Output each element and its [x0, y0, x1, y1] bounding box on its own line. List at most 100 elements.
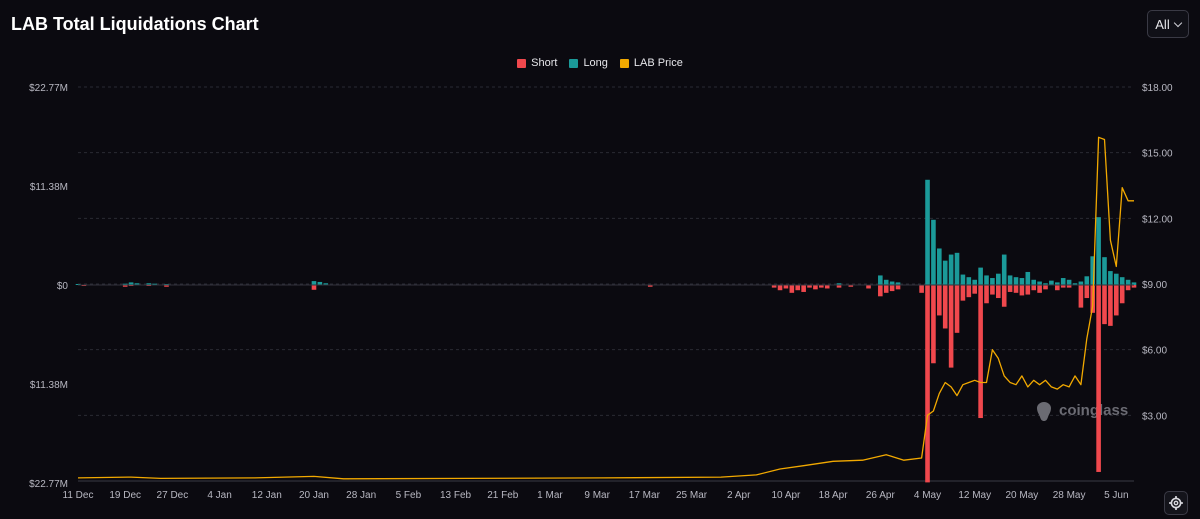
short-bar[interactable]	[1125, 285, 1131, 291]
short-bar[interactable]	[889, 285, 895, 292]
long-bar[interactable]	[960, 274, 966, 285]
short-bar[interactable]	[1078, 285, 1084, 308]
short-bar[interactable]	[311, 285, 317, 290]
short-bar[interactable]	[1031, 285, 1037, 291]
short-bar[interactable]	[919, 285, 924, 293]
long-bar[interactable]	[836, 283, 842, 285]
short-bar[interactable]	[966, 285, 972, 298]
long-bar[interactable]	[311, 281, 317, 285]
short-bar[interactable]	[795, 285, 801, 291]
price-line[interactable]	[77, 136, 1134, 480]
short-bar[interactable]	[836, 285, 842, 288]
long-bar[interactable]	[152, 283, 157, 285]
short-bar[interactable]	[848, 285, 854, 287]
short-bar[interactable]	[984, 285, 989, 304]
short-bar[interactable]	[1019, 285, 1025, 296]
long-bar[interactable]	[122, 283, 128, 285]
long-bar[interactable]	[925, 179, 930, 285]
short-bar[interactable]	[931, 285, 936, 364]
short-bar[interactable]	[1025, 285, 1031, 295]
long-bar[interactable]	[942, 260, 948, 285]
short-bar[interactable]	[883, 285, 889, 293]
short-bar[interactable]	[866, 285, 871, 289]
long-bar[interactable]	[1037, 281, 1042, 285]
short-bar[interactable]	[972, 285, 978, 294]
long-bar[interactable]	[1096, 217, 1101, 285]
long-bar[interactable]	[1049, 280, 1054, 285]
long-bar[interactable]	[1108, 271, 1113, 285]
short-bar[interactable]	[164, 285, 169, 287]
short-bar[interactable]	[996, 285, 1001, 299]
long-bar[interactable]	[1125, 279, 1131, 285]
short-bar[interactable]	[819, 285, 824, 288]
long-bar[interactable]	[323, 283, 329, 285]
long-bar[interactable]	[1072, 283, 1078, 285]
long-bar[interactable]	[1031, 279, 1037, 285]
short-bar[interactable]	[777, 285, 783, 291]
short-bar[interactable]	[1055, 285, 1060, 291]
long-bar[interactable]	[1078, 281, 1084, 285]
long-bar[interactable]	[1066, 279, 1072, 285]
short-bar[interactable]	[1007, 285, 1013, 292]
long-bar[interactable]	[1019, 278, 1025, 285]
long-bar[interactable]	[1007, 275, 1013, 285]
long-bar[interactable]	[1119, 277, 1125, 285]
short-bar[interactable]	[1114, 285, 1119, 316]
short-bar[interactable]	[978, 285, 983, 419]
short-bar[interactable]	[1102, 285, 1107, 325]
short-bar[interactable]	[925, 285, 930, 483]
time-range-select[interactable]: All	[1147, 10, 1189, 38]
long-bar[interactable]	[895, 282, 901, 285]
short-bar[interactable]	[948, 285, 954, 368]
long-bar[interactable]	[128, 282, 134, 285]
long-bar[interactable]	[954, 252, 960, 285]
short-bar[interactable]	[937, 285, 942, 316]
long-bar[interactable]	[1131, 282, 1137, 285]
long-bar[interactable]	[978, 267, 983, 285]
long-bar[interactable]	[984, 275, 989, 285]
short-bar[interactable]	[954, 285, 960, 333]
long-bar[interactable]	[1001, 254, 1007, 285]
short-bar[interactable]	[122, 285, 128, 287]
short-bar[interactable]	[1060, 285, 1066, 288]
short-bar[interactable]	[1131, 285, 1137, 288]
short-bar[interactable]	[1108, 285, 1113, 326]
short-bar[interactable]	[878, 285, 883, 297]
short-bar[interactable]	[1001, 285, 1007, 307]
long-bar[interactable]	[878, 275, 883, 285]
long-bar[interactable]	[1090, 256, 1096, 285]
long-bar[interactable]	[317, 281, 323, 285]
short-bar[interactable]	[647, 285, 653, 287]
long-bar[interactable]	[1055, 282, 1060, 285]
long-bar[interactable]	[996, 273, 1001, 285]
chart-settings-button[interactable]	[1164, 491, 1188, 515]
legend-item-price[interactable]: LAB Price	[619, 57, 683, 69]
long-bar[interactable]	[1102, 257, 1107, 285]
long-bar[interactable]	[1060, 278, 1066, 285]
long-bar[interactable]	[990, 278, 995, 285]
legend-item-long[interactable]: Long	[569, 57, 608, 69]
short-bar[interactable]	[771, 285, 777, 288]
short-bar[interactable]	[1043, 285, 1048, 290]
short-bar[interactable]	[990, 285, 995, 295]
long-bar[interactable]	[889, 281, 895, 285]
long-bar[interactable]	[883, 279, 889, 285]
long-bar[interactable]	[972, 279, 978, 285]
long-bar[interactable]	[1114, 273, 1119, 285]
short-bar[interactable]	[824, 285, 830, 289]
short-bar[interactable]	[960, 285, 966, 301]
long-bar[interactable]	[1043, 283, 1048, 285]
short-bar[interactable]	[807, 285, 812, 288]
long-bar[interactable]	[931, 219, 936, 285]
short-bar[interactable]	[801, 285, 806, 292]
short-bar[interactable]	[813, 285, 818, 290]
short-bar[interactable]	[1037, 285, 1042, 293]
legend-item-short[interactable]: Short	[517, 57, 557, 69]
short-bar[interactable]	[1119, 285, 1125, 304]
long-bar[interactable]	[146, 283, 152, 285]
short-bar[interactable]	[942, 285, 948, 329]
long-bar[interactable]	[1025, 271, 1031, 285]
short-bar[interactable]	[1084, 285, 1090, 299]
long-bar[interactable]	[966, 277, 972, 285]
